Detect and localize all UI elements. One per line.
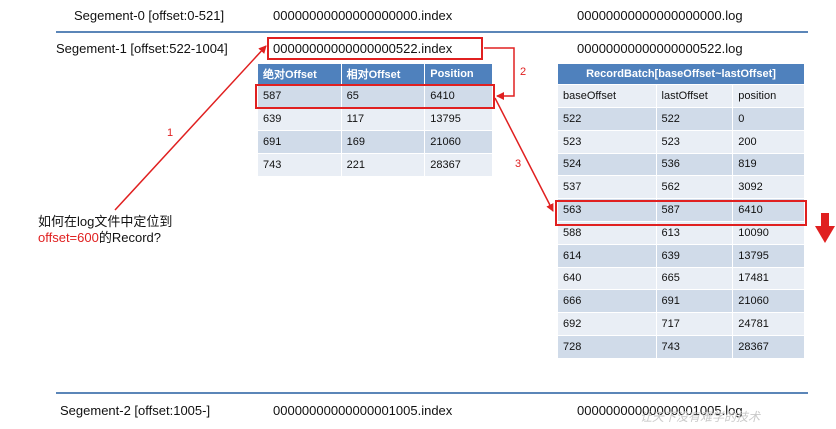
question-line-2: offset=600的Record? (38, 230, 172, 246)
table-row: 587 65 6410 (257, 84, 493, 108)
log-cell: 10090 (732, 220, 805, 245)
table-row: 522 522 0 (557, 107, 805, 131)
table-row: 639 117 13795 (257, 107, 493, 131)
segment-2-label: Segement-2 [offset:1005-] (60, 403, 211, 418)
index-cell: 6410 (424, 84, 493, 108)
index-cell: 117 (340, 107, 426, 131)
log-cell: 536 (655, 152, 734, 177)
log-cell: 666 (557, 289, 657, 314)
log-table-title: RecordBatch[baseOffset~lastOffset] (557, 63, 805, 85)
log-cell: 13795 (732, 243, 805, 268)
index-cell: 743 (257, 153, 342, 177)
log-cell: 743 (655, 334, 734, 359)
log-cell: 522 (655, 107, 734, 131)
log-header-base-offset: baseOffset (557, 84, 657, 108)
step-label-2: 2 (520, 66, 527, 78)
log-cell: 24781 (732, 312, 805, 336)
log-cell: 665 (655, 266, 734, 291)
step-label-3: 3 (515, 158, 522, 170)
table-row: 523 523 200 (557, 129, 805, 154)
table-row: 692 717 24781 (557, 312, 805, 336)
arrow-1 (114, 45, 267, 211)
question-target-offset: offset=600 (38, 230, 99, 245)
table-row: 524 536 819 (557, 152, 805, 177)
table-row: 588 613 10090 (557, 220, 805, 245)
log-cell: 614 (557, 243, 657, 268)
question-text: 如何在log文件中定位到 offset=600的Record? (38, 214, 172, 246)
log-cell: 691 (655, 289, 734, 314)
log-cell: 537 (557, 175, 657, 200)
step-label-1: 1 (167, 127, 174, 139)
log-cell: 728 (557, 334, 657, 359)
log-cell: 819 (732, 152, 805, 177)
log-cell: 523 (557, 129, 657, 154)
log-table-title-row: RecordBatch[baseOffset~lastOffset] (557, 63, 805, 85)
question-line-2-rest: 的Record? (98, 230, 161, 245)
segment-1-label: Segement-1 [offset:522-1004] (56, 41, 228, 56)
index-cell: 21060 (424, 130, 493, 154)
log-cell: 613 (655, 220, 734, 245)
segment-divider-top (56, 31, 808, 33)
index-cell: 639 (257, 107, 342, 131)
index-header-relative-offset: 相对Offset (340, 63, 426, 85)
log-cell: 21060 (732, 289, 805, 314)
segment-0-log-file: 00000000000000000000.log (577, 8, 743, 23)
log-cell: 587 (655, 198, 734, 222)
log-cell: 717 (655, 312, 734, 336)
index-table: 绝对Offset 相对Offset Position 587 65 6410 6… (257, 63, 493, 177)
index-cell: 28367 (424, 153, 493, 177)
table-row: 614 639 13795 (557, 243, 805, 268)
index-cell: 587 (257, 84, 342, 108)
segment-2-log-file: 00000000000000001005.log (577, 403, 743, 418)
index-cell: 169 (340, 130, 426, 154)
log-cell: 200 (732, 129, 805, 154)
table-row: 537 562 3092 (557, 175, 805, 200)
log-cell: 640 (557, 266, 657, 291)
index-cell: 691 (257, 130, 342, 154)
index-cell: 221 (340, 153, 426, 177)
down-arrow-icon (815, 213, 835, 243)
log-cell: 522 (557, 107, 657, 131)
log-cell: 17481 (732, 266, 805, 291)
log-cell: 639 (655, 243, 734, 268)
log-cell: 28367 (732, 334, 805, 359)
log-cell: 692 (557, 312, 657, 336)
log-cell: 523 (655, 129, 734, 154)
segment-0-label: Segement-0 [offset:0-521] (74, 8, 225, 23)
segment-2-index-file: 00000000000000001005.index (273, 403, 453, 418)
index-row-highlight (255, 84, 495, 109)
table-row: 640 665 17481 (557, 266, 805, 291)
log-cell: 0 (732, 107, 805, 131)
arrow-3 (494, 97, 554, 212)
log-cell: 588 (557, 220, 657, 245)
log-table: RecordBatch[baseOffset~lastOffset] baseO… (557, 63, 805, 359)
index-cell: 13795 (424, 107, 493, 131)
segment-1-index-file: 00000000000000000522.index (273, 41, 453, 56)
table-row: 666 691 21060 (557, 289, 805, 314)
index-header-absolute-offset: 绝对Offset (257, 63, 342, 85)
table-row: 743 221 28367 (257, 153, 493, 177)
log-cell: 3092 (732, 175, 805, 200)
log-cell: 562 (655, 175, 734, 200)
index-file-highlight (267, 37, 483, 60)
log-cell: 563 (557, 198, 657, 222)
index-header-position: Position (424, 63, 493, 85)
log-table-header-row: baseOffset lastOffset position (557, 84, 805, 108)
log-header-position: position (732, 84, 805, 108)
table-row: 728 743 28367 (557, 334, 805, 359)
watermark: 让天下没有难学的技术 (640, 410, 761, 424)
segment-divider-bottom (56, 392, 808, 394)
segment-0-index-file: 00000000000000000000.index (273, 8, 453, 23)
table-row: 691 169 21060 (257, 130, 493, 154)
log-row-highlight (555, 200, 807, 226)
index-table-header-row: 绝对Offset 相对Offset Position (257, 63, 493, 85)
segment-1-log-file: 00000000000000000522.log (577, 41, 743, 56)
log-cell: 524 (557, 152, 657, 177)
question-line-1: 如何在log文件中定位到 (38, 214, 173, 229)
log-header-last-offset: lastOffset (655, 84, 734, 108)
